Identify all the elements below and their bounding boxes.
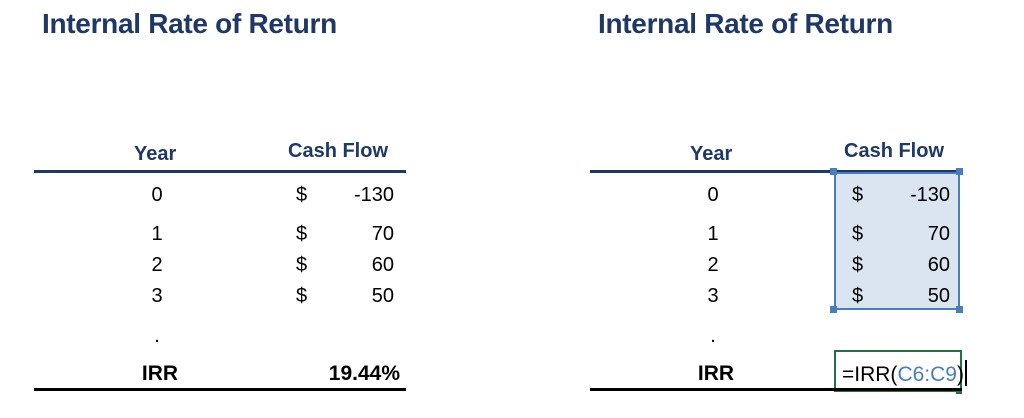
selection-handle[interactable] [830, 306, 837, 313]
header-divider [590, 170, 962, 173]
cashflow-cell[interactable]: 70 [927, 223, 950, 245]
cashflow-cell[interactable]: 60 [371, 254, 394, 276]
selected-range-highlight[interactable] [834, 172, 960, 310]
currency-symbol: $ [852, 184, 864, 206]
fill-handle[interactable] [956, 388, 962, 394]
table-row[interactable]: 2 $ 60 [588, 254, 988, 278]
table-row[interactable]: 3 $ 50 [32, 285, 432, 309]
text-cursor [964, 360, 967, 386]
table-row[interactable]: 3 $ 50 [588, 285, 988, 309]
page-title: Internal Rate of Return [42, 8, 337, 39]
table-row[interactable]: 0 $ -130 [32, 184, 432, 208]
irr-table-result: Internal Rate of Return Year Cash Flow 0… [32, 0, 452, 418]
table-row[interactable]: 0 $ -130 [588, 184, 988, 208]
cashflow-cell[interactable]: 70 [371, 223, 394, 245]
currency-symbol: $ [296, 285, 308, 307]
year-column-header[interactable]: Year [690, 143, 733, 165]
currency-symbol: $ [296, 254, 308, 276]
irr-table-formula: Internal Rate of Return Year Cash Flow 0… [588, 0, 1008, 418]
page-title: Internal Rate of Return [598, 8, 893, 39]
cashflow-column-header[interactable]: Cash Flow [844, 140, 945, 162]
ellipsis-mark: . [710, 325, 716, 347]
formula-close-paren: ) [956, 363, 964, 386]
selection-handle[interactable] [956, 168, 963, 175]
year-cell[interactable]: 3 [151, 285, 163, 307]
currency-symbol: $ [852, 223, 864, 245]
ellipsis-row: . [32, 325, 432, 349]
year-cell[interactable]: 0 [151, 184, 163, 206]
formula-input[interactable]: =IRR(C6:C9) [842, 360, 967, 387]
irr-label: IRR [141, 362, 179, 385]
year-cell[interactable]: 2 [707, 254, 719, 276]
ellipsis-mark: . [154, 325, 160, 347]
currency-symbol: $ [296, 223, 308, 245]
bottom-border [590, 388, 962, 391]
active-formula-cell[interactable] [834, 350, 962, 392]
header-divider [34, 170, 406, 173]
currency-symbol: $ [852, 254, 864, 276]
currency-symbol: $ [296, 184, 308, 206]
cashflow-cell[interactable]: -130 [353, 184, 394, 206]
currency-symbol: $ [852, 285, 864, 307]
selection-handle[interactable] [956, 306, 963, 313]
bottom-border [34, 388, 406, 391]
year-cell[interactable]: 1 [707, 223, 719, 245]
table-row[interactable]: 1 $ 70 [32, 223, 432, 247]
selection-handle[interactable] [830, 168, 837, 175]
formula-range-reference: C6:C9 [897, 363, 957, 386]
year-cell[interactable]: 3 [707, 285, 719, 307]
cashflow-cell[interactable]: -130 [909, 184, 950, 206]
table-row[interactable]: 2 $ 60 [32, 254, 432, 278]
year-cell[interactable]: 1 [151, 223, 163, 245]
irr-label: IRR [697, 362, 735, 385]
cashflow-column-header[interactable]: Cash Flow [288, 140, 389, 162]
formula-function: =IRR( [842, 363, 898, 386]
year-cell[interactable]: 0 [707, 184, 719, 206]
ellipsis-row: . [588, 325, 988, 349]
cashflow-cell[interactable]: 50 [371, 285, 394, 307]
cashflow-cell[interactable]: 60 [927, 254, 950, 276]
irr-result-cell[interactable]: 19.44% [328, 362, 400, 385]
table-row[interactable]: 1 $ 70 [588, 223, 988, 247]
year-column-header[interactable]: Year [134, 143, 177, 165]
cashflow-cell[interactable]: 50 [927, 285, 950, 307]
year-cell[interactable]: 2 [151, 254, 163, 276]
